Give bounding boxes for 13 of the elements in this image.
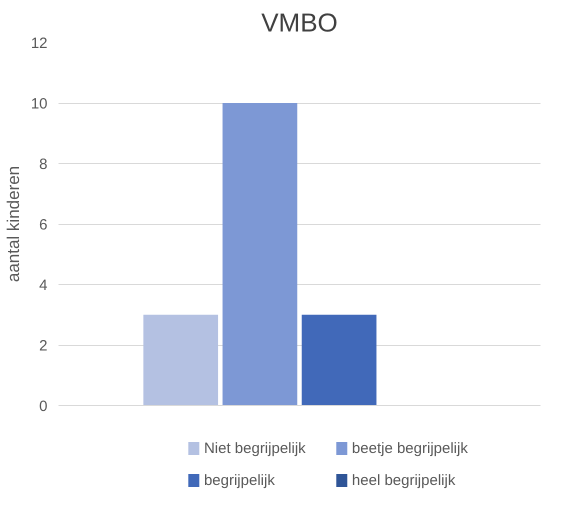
y-tick-label: 0 xyxy=(39,398,48,415)
legend-label: beetje begrijpelijk xyxy=(352,440,468,457)
legend-label: Niet begrijpelijk xyxy=(204,440,306,457)
y-tick-label: 6 xyxy=(39,216,48,234)
y-tick-label: 10 xyxy=(30,96,48,112)
legend-label: heel begrijpelijk xyxy=(352,472,456,489)
y-axis-title: aantal kinderen xyxy=(4,166,23,282)
y-tick-label: 2 xyxy=(39,338,48,354)
chart-title: VMBO xyxy=(261,8,338,38)
y-tick-label: 8 xyxy=(39,156,48,173)
y-tick-label: 12 xyxy=(30,35,48,52)
legend-label: begrijpelijk xyxy=(204,472,276,489)
y-tick-label: 4 xyxy=(39,277,48,294)
